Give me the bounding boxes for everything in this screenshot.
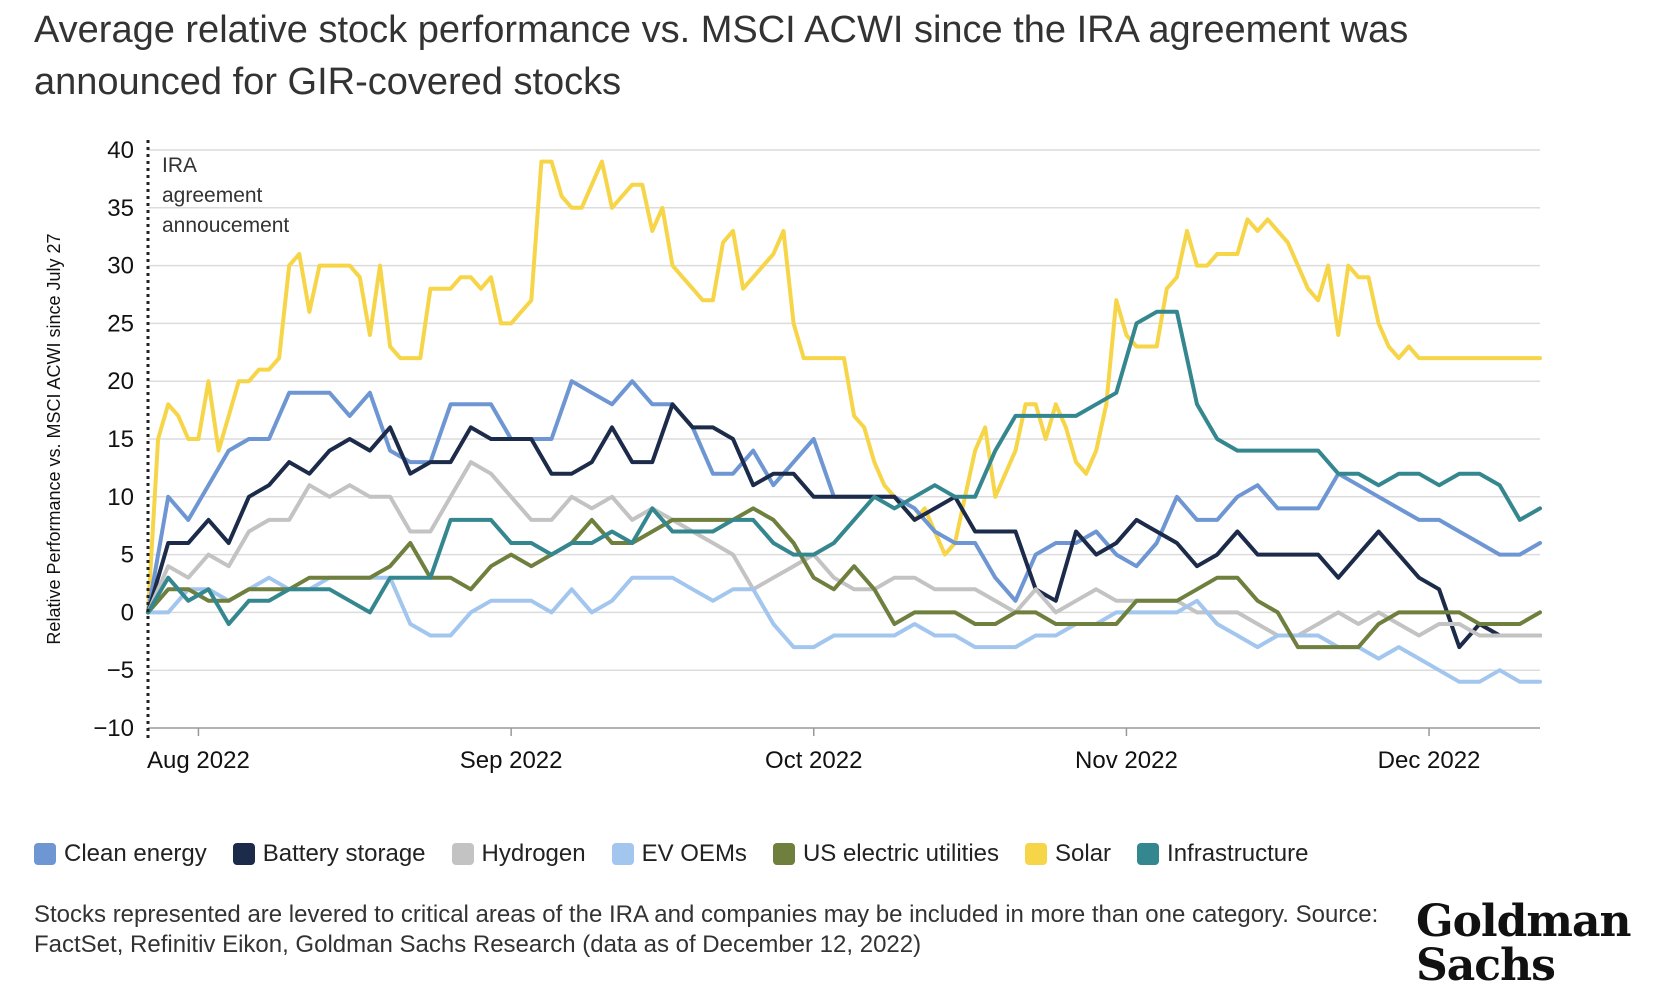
x-axis-ticks: Aug 2022 Sep 2022 Oct 2022 Nov 2022 Dec 2022	[147, 728, 1480, 774]
legend-swatch	[611, 843, 634, 865]
y-tick-label: 0	[121, 599, 134, 626]
x-tick-label: Aug 2022	[147, 747, 250, 774]
y-tick-label: −5	[107, 657, 134, 684]
series-line-ev-oems	[146, 575, 1542, 684]
legend-swatch	[1137, 843, 1160, 865]
series-line-us-electric-utilities	[146, 506, 1542, 650]
annotation-text: annoucement	[162, 214, 289, 237]
series-lines	[146, 159, 1542, 684]
legend-swatch	[1025, 843, 1047, 865]
x-tick-label: Nov 2022	[1075, 747, 1178, 774]
legend-item-hydrogen: Hydrogen	[451, 840, 586, 868]
footnote: Stocks represented are levered to critic…	[34, 901, 1379, 958]
series-line-hydrogen	[146, 460, 1542, 638]
x-tick-label: Oct 2022	[765, 747, 862, 774]
logo-line-2: Sachs	[1416, 940, 1556, 991]
series-line-battery-storage	[146, 402, 1542, 650]
ira-annotation: IRA agreement annoucement	[146, 140, 289, 738]
annotation-text: IRA	[162, 154, 197, 177]
legend-swatch	[451, 843, 474, 865]
logo-line-1: Goldman	[1416, 896, 1631, 947]
legend-label: Clean energy	[64, 840, 207, 867]
y-tick-label: 35	[107, 195, 134, 222]
x-tick-label: Dec 2022	[1378, 747, 1481, 774]
legend-label: Solar	[1055, 840, 1112, 867]
y-tick-label: 40	[107, 137, 134, 164]
line-chart: −10 −5 0 5 10 15 20 25 30 35 40 Aug 2022 Sep 2022 Oc…	[44, 137, 1542, 774]
legend-item-clean-energy: Clean energy	[34, 840, 207, 868]
legend-label: Hydrogen	[481, 840, 586, 867]
x-tick-label: Sep 2022	[460, 747, 563, 774]
y-tick-label: −10	[93, 715, 134, 742]
legend-label: Battery storage	[262, 840, 426, 867]
chart-title-line-2: announced for GIR-covered stocks	[34, 61, 622, 103]
legend-item-battery-storage: Battery storage	[232, 840, 426, 868]
y-axis-ticks: −10 −5 0 5 10 15 20 25 30 35 40	[93, 137, 134, 742]
y-axis-label: Relative Performance vs. MSCI ACWI since…	[44, 233, 64, 644]
y-tick-label: 30	[107, 253, 134, 280]
legend-item-ev-oems: EV OEMs	[611, 840, 747, 868]
legend-swatch	[34, 843, 56, 865]
series-line-infrastructure	[146, 309, 1542, 626]
y-tick-label: 25	[107, 310, 134, 337]
chart-title-line-1: Average relative stock performance vs. M…	[34, 9, 1409, 51]
legend-item-us-electric-utilities: US electric utilities	[772, 840, 999, 868]
legend-swatch	[772, 843, 795, 865]
chart-title: Average relative stock performance vs. M…	[34, 4, 1634, 108]
series-line-solar	[146, 159, 1542, 615]
y-tick-label: 10	[107, 484, 134, 511]
goldman-sachs-logo: Goldman Sachs	[1416, 896, 1631, 991]
legend-item-infrastructure: Infrastructure	[1137, 840, 1308, 868]
legend-label: EV OEMs	[641, 840, 747, 867]
legend-swatch	[232, 843, 255, 865]
annotation-text: agreement	[162, 184, 263, 207]
legend-label: US electric utilities	[802, 840, 999, 867]
y-tick-label: 5	[121, 542, 134, 569]
y-tick-label: 15	[107, 426, 134, 453]
legend-label: Infrastructure	[1167, 840, 1309, 867]
y-tick-label: 20	[107, 368, 134, 395]
legend: Clean energy Battery storage Hydrogen EV OE…	[34, 840, 1334, 868]
legend-item-solar: Solar	[1025, 840, 1111, 868]
